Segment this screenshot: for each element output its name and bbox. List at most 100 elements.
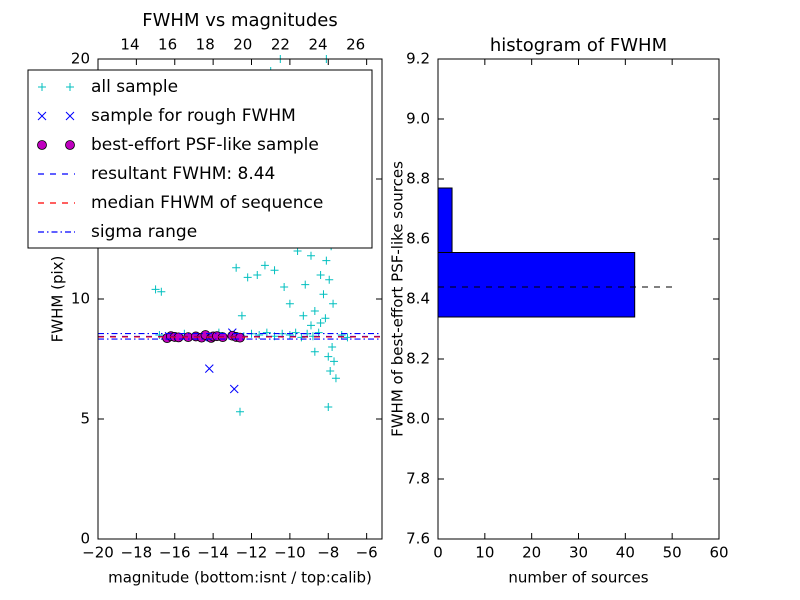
chart-title: FWHM vs magnitudes — [142, 10, 337, 31]
x-tick-label: 20 — [522, 544, 541, 562]
marker — [324, 352, 333, 361]
marker — [38, 83, 46, 91]
marker — [325, 275, 334, 284]
bar — [437, 187, 453, 253]
x-tick-label: 60 — [709, 544, 728, 562]
marker — [331, 374, 340, 383]
y-tick-label: 9.2 — [406, 50, 430, 68]
y-tick-label: 8.0 — [406, 410, 430, 428]
marker — [299, 311, 308, 320]
y-tick-label: 0 — [80, 530, 90, 548]
marker — [329, 299, 338, 308]
marker — [237, 311, 246, 320]
y-tick-label: 8.6 — [406, 230, 430, 248]
y-tick-label: 5 — [80, 410, 90, 428]
marker — [37, 111, 47, 121]
y-tick-label: 7.6 — [406, 530, 430, 548]
marker — [310, 347, 319, 356]
marker — [65, 111, 75, 121]
marker — [324, 403, 333, 411]
marker — [229, 384, 239, 394]
x-tick-label: 30 — [569, 544, 588, 562]
marker — [155, 331, 164, 339]
x-tick-label: −6 — [356, 544, 378, 562]
marker — [316, 319, 325, 327]
axes-frame — [97, 58, 383, 540]
marker — [262, 328, 271, 337]
x-tick-label: 40 — [616, 544, 635, 562]
top-tick-label: 26 — [346, 36, 365, 54]
marker — [322, 256, 331, 265]
x-tick-label: −18 — [121, 544, 153, 562]
y-axis-label: FWHM of best-effort PSF-like sources — [389, 161, 407, 437]
chart-title: histogram of FWHM — [490, 35, 667, 56]
marker — [337, 331, 346, 339]
marker — [232, 263, 241, 272]
marker — [316, 271, 325, 279]
legend-box — [27, 69, 373, 249]
marker — [307, 251, 315, 260]
x-tick-label: −12 — [236, 544, 268, 562]
y-tick-label: 8.4 — [406, 290, 430, 308]
marker — [326, 367, 335, 375]
marker — [285, 331, 294, 339]
x-tick-label: 50 — [663, 544, 682, 562]
top-tick-label: 24 — [309, 36, 328, 54]
top-tick-label: 20 — [233, 36, 252, 54]
y-tick-label: 7.8 — [406, 470, 430, 488]
marker — [65, 140, 75, 150]
marker — [151, 285, 160, 294]
marker — [270, 266, 279, 275]
legend-label: best-effort PSF-like sample — [91, 135, 319, 155]
marker — [157, 287, 166, 296]
marker — [314, 328, 323, 337]
marker — [307, 321, 315, 330]
top-tick-label: 16 — [158, 36, 177, 54]
marker — [37, 140, 47, 150]
y-tick-label: 8.8 — [406, 170, 430, 188]
x-tick-label: −20 — [82, 544, 114, 562]
legend-label: resultant FWHM: 8.44 — [91, 164, 275, 184]
marker — [260, 261, 269, 270]
marker — [319, 290, 328, 299]
bar — [437, 252, 636, 318]
legend-label: sample for rough FWHM — [91, 106, 296, 126]
x-axis-label: magnitude (bottom:isnt / top:calib) — [108, 569, 372, 587]
marker — [236, 407, 244, 416]
legend: all sample sample for rough FWHM best-effo… — [27, 69, 373, 249]
x-tick-label: 10 — [475, 544, 494, 562]
marker — [204, 364, 214, 373]
x-tick-label: 0 — [433, 544, 443, 562]
marker — [330, 357, 339, 366]
marker — [253, 271, 262, 279]
axes-frame — [437, 58, 720, 540]
x-tick-label: −8 — [317, 544, 339, 562]
legend-label: all sample — [91, 77, 178, 97]
marker — [280, 283, 289, 291]
x-tick-label: −16 — [159, 544, 191, 562]
y-tick-label: 20 — [71, 50, 90, 68]
y-tick-label: 8.2 — [406, 350, 430, 368]
top-tick-label: 18 — [196, 36, 215, 54]
marker — [291, 328, 300, 337]
top-tick-label: 22 — [271, 36, 290, 54]
marker — [301, 280, 310, 289]
y-tick-label: 10 — [71, 290, 90, 308]
marker — [66, 83, 74, 91]
legend-label: median FHWM of sequence — [91, 193, 323, 213]
legend-label: sigma range — [91, 222, 197, 242]
marker — [235, 332, 245, 343]
marker — [255, 331, 264, 339]
y-axis-label: FWHM (pix) — [49, 256, 67, 343]
marker — [310, 307, 319, 315]
marker — [321, 314, 330, 323]
marker — [285, 299, 294, 308]
marker — [243, 273, 252, 282]
top-tick-label: 14 — [120, 36, 139, 54]
y-tick-label: 9.0 — [406, 110, 430, 128]
x-tick-label: −14 — [197, 544, 229, 562]
x-axis-label: number of sources — [508, 569, 648, 587]
x-tick-label: −10 — [274, 544, 306, 562]
marker — [328, 343, 337, 351]
